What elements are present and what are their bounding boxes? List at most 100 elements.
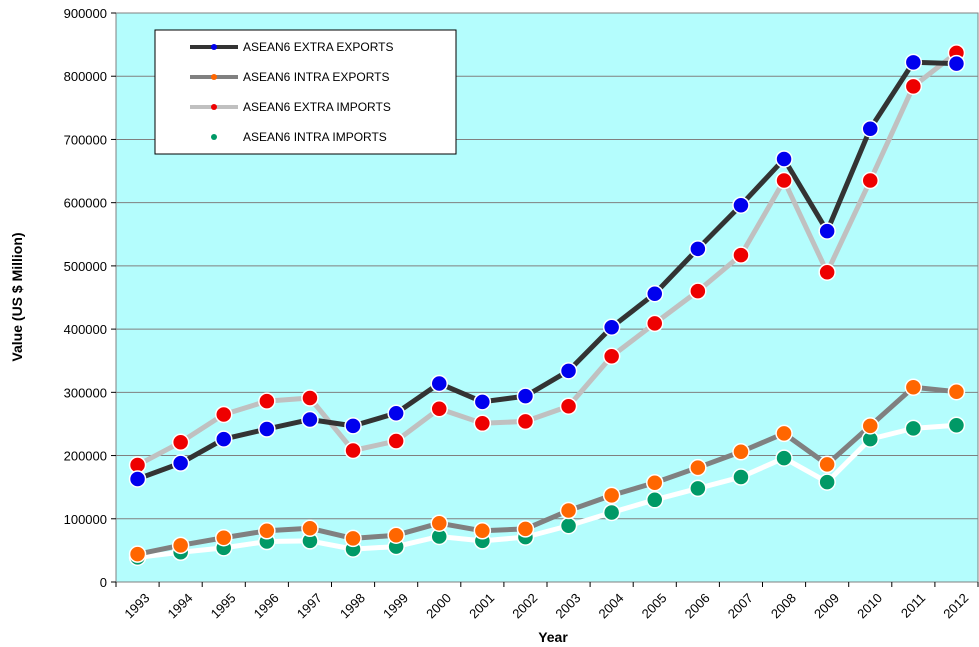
x-tick-label: 2003 <box>552 590 583 621</box>
data-point <box>732 443 750 461</box>
data-point <box>559 516 578 535</box>
x-tick-label: 2002 <box>509 590 540 621</box>
legend-label: ASEAN6 EXTRA EXPORTS <box>243 40 394 54</box>
data-point <box>430 374 448 393</box>
x-tick-label: 1998 <box>337 590 368 621</box>
x-tick-label: 1994 <box>164 590 195 621</box>
legend-marker <box>211 134 217 140</box>
data-point <box>516 412 535 431</box>
data-point <box>344 417 362 435</box>
y-tick-label: 500000 <box>64 259 107 274</box>
x-tick-label: 1996 <box>251 590 282 621</box>
data-point <box>559 501 578 520</box>
data-point <box>473 522 492 540</box>
legend-marker <box>211 104 217 110</box>
data-point <box>430 514 448 532</box>
y-tick-label: 0 <box>100 575 107 590</box>
data-point <box>818 455 836 474</box>
data-point <box>904 378 923 397</box>
data-point <box>732 196 750 214</box>
data-point <box>516 387 535 405</box>
data-point <box>559 362 578 380</box>
x-tick-label: 2008 <box>768 590 799 621</box>
data-point <box>646 473 664 492</box>
legend-label: ASEAN6 EXTRA IMPORTS <box>243 100 391 114</box>
data-point <box>904 77 923 96</box>
legend-marker <box>211 44 217 50</box>
data-point <box>301 519 319 538</box>
data-point <box>473 393 492 411</box>
series-layer <box>128 44 966 567</box>
data-point <box>818 222 836 240</box>
data-point <box>904 419 923 438</box>
x-tick-label: 1995 <box>208 590 239 621</box>
data-point <box>387 526 405 544</box>
legend: ASEAN6 EXTRA EXPORTS ASEAN6 INTRA EXPORTS… <box>154 29 457 155</box>
data-point <box>646 284 664 303</box>
data-point <box>861 171 879 190</box>
data-point <box>947 416 966 434</box>
data-point <box>215 528 233 547</box>
data-point <box>646 314 664 333</box>
x-tick-label: 2009 <box>811 590 842 621</box>
y-tick-label: 200000 <box>64 449 107 464</box>
y-tick-label: 800000 <box>64 69 107 84</box>
data-point <box>732 468 750 486</box>
data-point <box>516 520 535 538</box>
data-point <box>128 545 147 563</box>
y-axis-title: Value (US $ Million) <box>9 232 25 361</box>
legend-label: ASEAN6 INTRA IMPORTS <box>243 130 387 144</box>
y-tick-label: 900000 <box>64 6 107 21</box>
data-point <box>732 246 750 264</box>
data-point <box>171 433 190 452</box>
data-point <box>387 432 405 450</box>
x-axis-title: Year <box>538 629 568 645</box>
legend-marker <box>211 74 217 80</box>
x-tick-label: 2010 <box>854 590 885 621</box>
y-tick-label: 400000 <box>64 322 107 337</box>
data-point <box>775 424 793 443</box>
x-tick-label: 2005 <box>639 590 670 621</box>
data-point <box>818 263 836 281</box>
data-point <box>947 54 966 73</box>
data-point <box>387 404 405 422</box>
data-point <box>689 479 707 498</box>
data-point <box>818 473 836 491</box>
data-point <box>602 503 621 522</box>
data-point <box>215 405 233 424</box>
data-point <box>861 417 879 435</box>
y-tick-label: 700000 <box>64 132 107 147</box>
data-point <box>215 430 233 448</box>
x-tick-label: 2006 <box>682 590 713 621</box>
data-point <box>689 282 707 300</box>
data-point <box>301 410 319 429</box>
data-point <box>947 382 966 401</box>
legend-label: ASEAN6 INTRA EXPORTS <box>243 70 390 84</box>
data-point <box>258 420 276 438</box>
data-point <box>775 171 793 190</box>
x-axis-ticks: 1993 1994 1995 1996 1997 1998 1999 2000 2001 2002… <box>115 582 979 621</box>
x-tick-label: 2011 <box>898 590 928 620</box>
data-point <box>602 318 621 336</box>
data-point <box>258 522 276 540</box>
data-point <box>344 529 362 548</box>
x-tick-label: 1999 <box>380 590 411 621</box>
y-tick-label: 100000 <box>64 512 107 527</box>
x-tick-label: 2004 <box>595 590 626 621</box>
y-tick-label: 300000 <box>64 385 107 400</box>
data-point <box>559 397 578 415</box>
x-tick-label: 2012 <box>940 590 971 621</box>
y-tick-label: 600000 <box>64 196 107 211</box>
x-tick-label: 1993 <box>121 590 152 621</box>
data-point <box>171 536 190 555</box>
y-axis-ticks: 0 100000 200000 300000 400000 500000 600000 700… <box>64 6 116 590</box>
data-point <box>258 392 276 410</box>
x-tick-label: 2000 <box>423 590 454 621</box>
data-point <box>430 400 448 418</box>
data-point <box>861 119 879 138</box>
data-point <box>689 240 707 258</box>
legend-box <box>154 29 457 155</box>
data-point <box>473 414 492 433</box>
data-point <box>775 150 793 168</box>
